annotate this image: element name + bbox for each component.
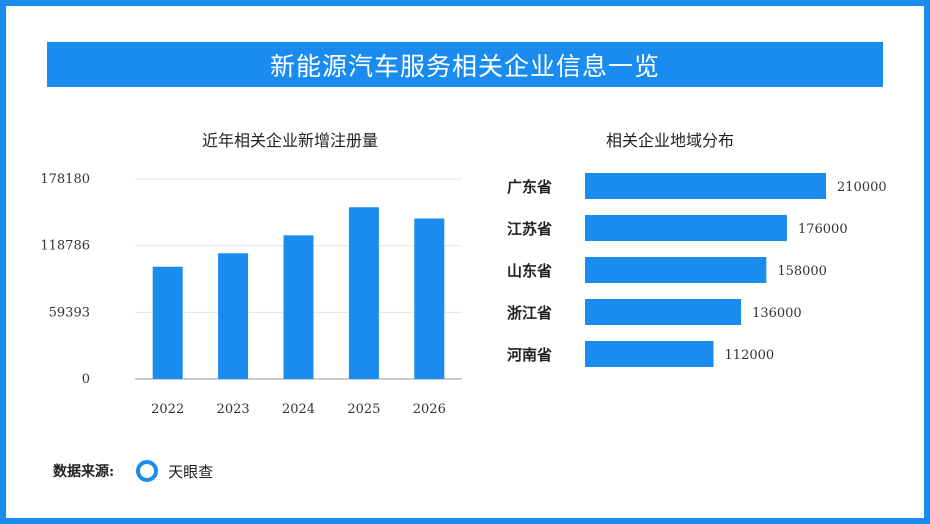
data-source: 数据来源: 天眼查 — [53, 460, 213, 482]
hbar-value-label: 210000 — [837, 180, 887, 195]
x-tick-label: 2022 — [151, 402, 184, 417]
hbar-江苏省 — [585, 215, 787, 241]
hbar-chart-title: 相关企业地域分布 — [605, 131, 734, 150]
hbar-value-label: 158000 — [777, 264, 827, 279]
region-label: 山东省 — [507, 262, 552, 280]
hbar-value-label: 112000 — [725, 348, 775, 363]
x-tick-label: 2025 — [347, 402, 380, 417]
hbar-value-label: 176000 — [798, 222, 848, 237]
hbar-河南省 — [585, 341, 714, 367]
region-label: 浙江省 — [507, 304, 552, 322]
tianyancha-ring-icon — [136, 460, 159, 482]
source-label: 数据来源: — [53, 464, 115, 480]
page-title: 新能源汽车服务相关企业信息一览 — [47, 42, 883, 87]
x-tick-label: 2024 — [282, 402, 315, 417]
y-tick-label: 178180 — [40, 172, 90, 187]
region-label: 江苏省 — [507, 220, 552, 238]
hbar-浙江省 — [585, 299, 742, 325]
bar-2025 — [348, 207, 379, 379]
y-tick-label: 118786 — [40, 239, 90, 254]
bar-2023 — [218, 253, 249, 379]
x-tick-label: 2026 — [413, 402, 446, 417]
y-tick-label: 0 — [82, 372, 90, 387]
hbar-value-label: 136000 — [752, 306, 802, 321]
source-name: 天眼查 — [168, 462, 214, 481]
hbar-山东省 — [585, 257, 767, 283]
hbar-广东省 — [585, 173, 826, 199]
bar-2022 — [152, 266, 183, 379]
bar-2026 — [414, 218, 445, 379]
region-label: 河南省 — [507, 346, 552, 364]
x-tick-label: 2023 — [217, 402, 250, 417]
bar-chart-title: 近年相关企业新增注册量 — [201, 131, 378, 150]
bar-2024 — [283, 235, 314, 379]
y-tick-label: 59393 — [49, 305, 90, 320]
region-label: 广东省 — [507, 178, 552, 196]
